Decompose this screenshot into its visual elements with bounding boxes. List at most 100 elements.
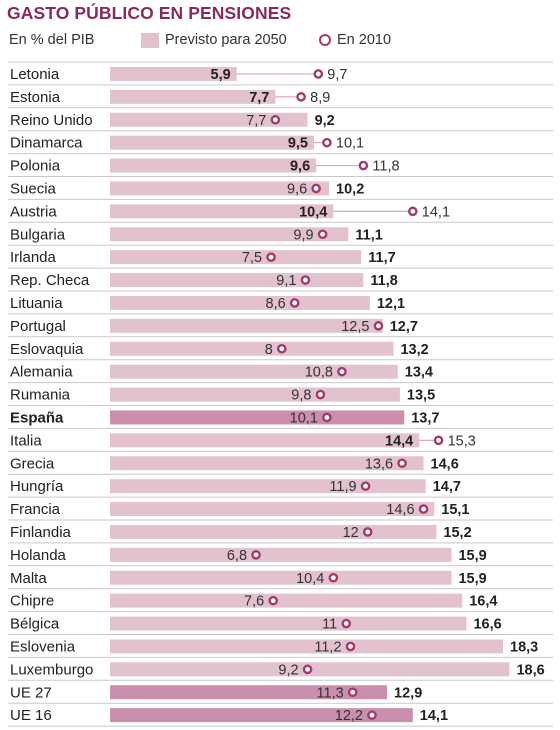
dot-2010 (408, 206, 418, 217)
category-label: Grecia (10, 455, 55, 472)
category-label: Lituania (10, 295, 63, 312)
value-label-2050: 15,9 (458, 548, 486, 564)
bar-2050 (110, 89, 276, 104)
value-label-2010: 9,8 (291, 388, 311, 404)
category-label: Luxemburgo (10, 661, 93, 678)
value-label-2010: 8 (265, 342, 273, 358)
legend-dot-label: En 2010 (337, 32, 392, 48)
dot-2010 (433, 435, 444, 446)
dot-2010 (268, 595, 279, 606)
category-label: Italia (10, 432, 42, 449)
value-label-2050: 9,6 (290, 159, 310, 175)
category-label: España (10, 409, 64, 426)
value-label-2010: 11,2 (314, 639, 341, 655)
dot-2010 (266, 252, 276, 262)
value-label-2050: 15,9 (458, 571, 486, 587)
value-label-2010: 10,4 (296, 571, 324, 587)
category-label: Estonia (10, 89, 61, 106)
value-label-2010: 7,7 (246, 113, 266, 129)
value-label-2050: 14,1 (420, 708, 448, 724)
bar-2050 (110, 250, 362, 265)
value-label-2010: 8,9 (310, 90, 330, 106)
dot-2010 (311, 183, 321, 194)
dot-2010 (347, 687, 358, 698)
category-label: Portugal (10, 318, 66, 335)
bar-2050 (110, 158, 317, 173)
bar-2050 (110, 387, 400, 402)
bar-2050 (110, 318, 383, 333)
dot-2010 (360, 481, 371, 491)
category-label: Alemania (10, 364, 73, 381)
category-label: Dinamarca (10, 135, 83, 152)
dot-2010 (341, 618, 352, 629)
bar-2050 (110, 479, 426, 494)
value-label-2010: 9,7 (327, 67, 347, 83)
value-label-2050: 16,6 (473, 617, 501, 633)
dot-2010 (418, 504, 429, 514)
category-label: Malta (10, 570, 47, 587)
bar-2050 (110, 295, 370, 310)
category-label: Reino Unido (10, 112, 93, 129)
value-label-2010: 7,5 (242, 250, 262, 266)
value-label-2050: 13,4 (405, 365, 433, 381)
dot-2010 (289, 298, 300, 308)
category-label: Finlandia (10, 524, 72, 541)
dot-2010 (358, 160, 369, 171)
category-label: Bélgica (10, 616, 60, 633)
value-label-2050: 13,5 (407, 388, 435, 404)
bar-2050 (110, 112, 308, 127)
dot-2010 (322, 412, 332, 423)
value-label-2010: 10,1 (290, 410, 318, 426)
value-label-2050: 7,7 (249, 90, 269, 106)
bar-2050 (110, 364, 398, 379)
value-label-2050: 11,1 (355, 227, 382, 243)
value-label-2050: 9,5 (288, 136, 308, 152)
bar-2050 (110, 410, 405, 425)
dot-2010 (313, 69, 324, 79)
value-label-2010: 10,8 (305, 365, 333, 381)
category-label: UE 16 (10, 707, 52, 724)
bar-2050 (110, 135, 315, 150)
value-label-2050: 10,4 (299, 204, 327, 220)
dot-2010 (300, 275, 311, 285)
chart-title: GASTO PÚBLICO EN PENSIONES (7, 3, 292, 23)
bar-2050 (110, 181, 330, 196)
value-label-2010: 12,5 (341, 319, 369, 335)
value-label-2010: 6,8 (227, 548, 247, 564)
dot-2010 (277, 343, 287, 354)
bar-2050 (110, 227, 349, 242)
chart-subtitle: En % del PIB (9, 32, 95, 48)
bar-2050 (110, 433, 420, 448)
value-label-2050: 5,9 (211, 67, 231, 83)
bar-2050 (110, 341, 394, 356)
bar-2050 (110, 685, 388, 700)
value-label-2050: 15,1 (441, 502, 469, 518)
category-label: UE 27 (10, 684, 52, 701)
value-label-2010: 12,2 (335, 708, 363, 724)
value-label-2010: 11 (322, 617, 337, 633)
value-label-2050: 14,6 (431, 456, 459, 472)
value-label-2050: 18,3 (510, 639, 538, 655)
value-label-2050: 13,2 (400, 342, 428, 358)
dot-2010 (322, 137, 332, 148)
category-label: Holanda (10, 547, 67, 564)
legend-bar-swatch (141, 33, 159, 48)
dot-2010 (345, 641, 356, 652)
dot-2010 (296, 92, 306, 102)
category-label: Letonia (10, 66, 60, 83)
value-label-2010: 8,6 (266, 296, 286, 312)
value-label-2010: 12 (343, 525, 359, 541)
value-label-2010: 9,6 (287, 181, 307, 197)
bar-2050 (110, 708, 413, 723)
legend-bar-label: Previsto para 2050 (165, 32, 287, 48)
value-label-2050: 16,4 (469, 594, 497, 610)
value-label-2010: 15,3 (448, 433, 476, 449)
category-label: Polonia (10, 158, 61, 175)
value-label-2050: 9,2 (315, 113, 335, 129)
value-label-2050: 11,7 (368, 250, 395, 266)
dot-2010 (337, 366, 347, 377)
bar-2050 (110, 593, 463, 608)
dot-2010 (373, 321, 384, 331)
dot-2010 (317, 229, 328, 240)
value-label-2010: 7,6 (244, 594, 264, 610)
